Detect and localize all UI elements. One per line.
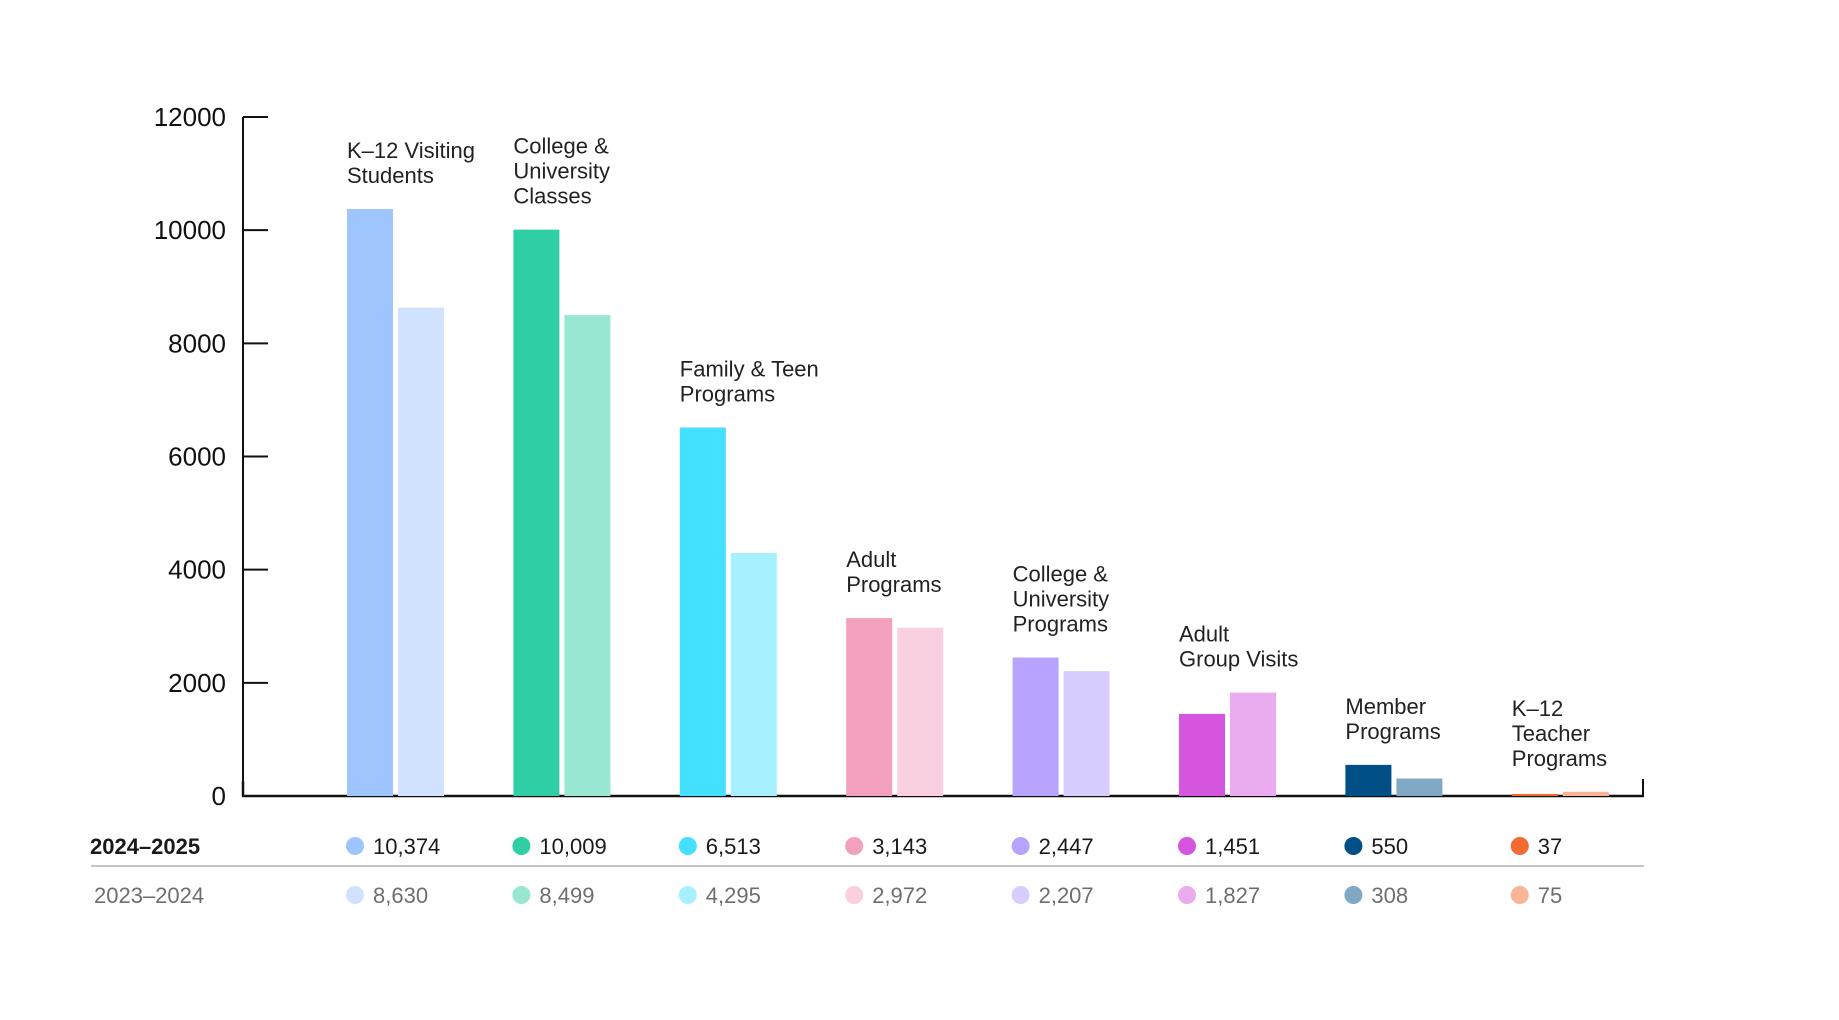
values-table: 2024–2025 2023–2024 10,374 8,630 10,009 8,4…: [90, 834, 1644, 908]
category-label-line: Programs: [1345, 719, 1440, 744]
y-tick-label: 2000: [168, 668, 226, 698]
data-value-label: 2,207: [1039, 883, 1094, 908]
bar-current: [846, 618, 893, 796]
data-value-label: 4,295: [706, 883, 761, 908]
bars: [347, 209, 1609, 796]
bar-current: [1179, 713, 1225, 796]
legend-dot: [346, 837, 364, 855]
bar-previous: [1230, 692, 1276, 796]
bar-previous: [1063, 671, 1110, 796]
legend-dot: [845, 886, 864, 904]
data-value-label: 75: [1538, 883, 1562, 908]
category-label: K–12 Teacher Programs: [1512, 696, 1607, 771]
category-label-line: College &: [1013, 562, 1109, 587]
legend-dot: [1510, 837, 1529, 855]
legend-dot: [1178, 837, 1196, 855]
bar-previous: [1396, 778, 1443, 796]
bar-previous: [398, 307, 444, 796]
data-value-label: 308: [1371, 883, 1408, 908]
legend-dot: [1344, 837, 1363, 855]
category-label: Family & Teen Programs: [680, 356, 819, 406]
y-tick-label: 6000: [168, 442, 226, 472]
category-label: K–12 Visiting Students: [347, 138, 475, 188]
category-label: Member Programs: [1345, 694, 1440, 744]
bar-previous: [1562, 791, 1609, 796]
bar-previous: [730, 552, 777, 796]
category-label-line: K–12 Visiting: [347, 138, 475, 163]
data-value-label: 1,827: [1205, 883, 1260, 908]
row-label-previous: 2023–2024: [94, 883, 204, 908]
category-label: Adult Programs: [846, 547, 941, 597]
legend-dot: [678, 886, 697, 904]
category-label-line: Classes: [513, 184, 591, 209]
data-value-label: 10,374: [373, 834, 440, 859]
category-label-line: Adult: [1179, 622, 1229, 647]
row-label-current: 2024–2025: [90, 834, 200, 859]
category-label-line: Adult: [846, 547, 896, 572]
y-tick-label: 12000: [154, 102, 226, 132]
data-value-label: 550: [1371, 834, 1408, 859]
bar-current: [513, 229, 560, 796]
category-label-line: Family & Teen: [680, 356, 819, 381]
legend-dot: [1510, 886, 1529, 904]
legend-dot: [512, 886, 531, 904]
legend-dot: [845, 837, 864, 855]
category-label-line: Programs: [1013, 612, 1108, 637]
data-value-label: 2,447: [1039, 834, 1094, 859]
bar-current: [1511, 793, 1558, 796]
category-label-line: Teacher: [1512, 721, 1590, 746]
y-tick-label: 0: [212, 781, 226, 811]
category-label-line: University: [513, 159, 610, 184]
bar-current: [347, 209, 393, 796]
category-label-line: Group Visits: [1179, 647, 1298, 672]
legend-dot: [1344, 886, 1363, 904]
category-label: Adult Group Visits: [1179, 622, 1298, 672]
legend-dot: [346, 886, 364, 904]
y-ticks: 0 2000 4000 6000 8000 10000 12000: [154, 102, 268, 811]
category-label-line: Programs: [1512, 746, 1607, 771]
data-value-label: 2,972: [872, 883, 927, 908]
y-tick-label: 4000: [168, 555, 226, 585]
bar-current: [679, 427, 726, 796]
category-label: College & University Classes: [513, 134, 610, 209]
legend-dot: [1011, 886, 1030, 904]
bar-previous: [897, 627, 944, 796]
bar-previous: [564, 315, 611, 796]
data-value-label: 3,143: [872, 834, 927, 859]
data-value-label: 6,513: [706, 834, 761, 859]
category-label-line: Students: [347, 163, 434, 188]
data-value-label: 8,630: [373, 883, 428, 908]
category-label: College & University Programs: [1013, 562, 1110, 637]
y-tick-label: 10000: [154, 215, 226, 245]
bar-current: [1345, 764, 1392, 796]
category-label-line: K–12: [1512, 696, 1563, 721]
legend-dot: [678, 837, 697, 855]
y-tick-label: 8000: [168, 328, 226, 358]
legend-dot: [1011, 837, 1030, 855]
category-label-line: Programs: [846, 572, 941, 597]
category-label-line: University: [1013, 587, 1110, 612]
legend-dot: [1178, 886, 1196, 904]
category-label-line: College &: [513, 134, 609, 159]
category-label-line: Programs: [680, 381, 775, 406]
category-label-line: Member: [1345, 694, 1426, 719]
legend-dot: [512, 837, 531, 855]
data-value-label: 37: [1538, 834, 1562, 859]
data-value-label: 8,499: [539, 883, 594, 908]
bar-current: [1012, 657, 1059, 796]
data-value-label: 1,451: [1205, 834, 1260, 859]
data-value-label: 10,009: [539, 834, 606, 859]
